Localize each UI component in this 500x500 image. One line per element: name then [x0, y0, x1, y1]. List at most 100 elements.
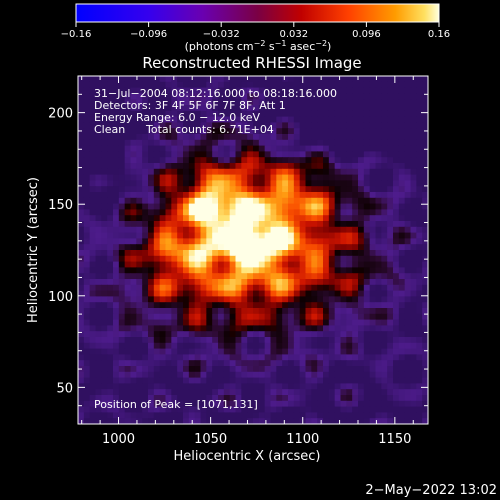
heatmap-cell [153, 400, 161, 408]
heatmap-cell [148, 290, 155, 297]
heatmap-cell [89, 377, 97, 384]
heatmap-cell [398, 203, 406, 210]
heatmap-cell [264, 400, 272, 408]
heatmap-cell [95, 76, 102, 83]
heatmap-cell [177, 221, 184, 228]
heatmap-cell [101, 192, 108, 199]
heatmap-cell [288, 105, 295, 112]
heatmap-cell [340, 128, 347, 135]
heatmap-cell [276, 412, 283, 419]
heatmap-cell [410, 151, 417, 158]
heatmap-cell [188, 325, 196, 332]
heatmap-cell [183, 412, 190, 419]
heatmap-cell [177, 244, 184, 251]
heatmap-cell [282, 377, 289, 384]
heatmap-cell [416, 331, 423, 338]
heatmap-cell [299, 197, 307, 205]
heatmap-cell [381, 371, 388, 379]
heatmap-cell [264, 308, 272, 315]
heatmap-cell [305, 366, 312, 373]
heatmap-cell [305, 134, 312, 141]
heatmap-cell [118, 308, 126, 315]
heatmap-cell [416, 81, 423, 89]
heatmap-cell [311, 383, 318, 390]
heatmap-cell [124, 296, 132, 303]
heatmap-cell [422, 371, 428, 379]
heatmap-cell [393, 87, 400, 94]
heatmap-cell [253, 366, 260, 373]
heatmap-cell [404, 186, 412, 193]
heatmap-cell [78, 261, 85, 268]
heatmap-cell [328, 244, 336, 251]
heatmap-cell [311, 412, 318, 419]
heatmap-cell [276, 180, 283, 187]
heatmap-cell [398, 342, 406, 350]
heatmap-cell [293, 209, 301, 216]
heatmap-cell [375, 354, 382, 361]
heatmap-cell [148, 81, 155, 89]
heatmap-cell [183, 244, 190, 251]
heatmap-cell [328, 302, 336, 309]
heatmap-cell [334, 186, 342, 193]
heatmap-cell [78, 383, 85, 390]
heatmap-cell [358, 366, 365, 373]
heatmap-cell [258, 139, 266, 147]
heatmap-cell [118, 139, 126, 147]
heatmap-cell [416, 174, 423, 181]
heatmap-cell [276, 203, 283, 210]
heatmap-cell [328, 267, 336, 274]
heatmap-cell [153, 105, 161, 112]
heatmap-cell [393, 290, 400, 297]
heatmap-cell [346, 412, 353, 419]
heatmap-cell [212, 221, 219, 228]
heatmap-cell [223, 209, 231, 216]
heatmap-cell [235, 354, 242, 361]
heatmap-cell [188, 302, 196, 309]
heatmap-cell [264, 337, 272, 344]
heatmap-cell [282, 296, 289, 303]
heatmap-cell [253, 406, 260, 413]
heatmap-cell [212, 308, 219, 315]
heatmap-cell [311, 302, 318, 309]
heatmap-cell [183, 342, 190, 350]
heatmap-cell [247, 377, 254, 384]
heatmap-cell [142, 342, 149, 350]
heatmap-cell [305, 244, 312, 251]
heatmap-cell [410, 296, 417, 303]
heatmap-cell [148, 250, 155, 257]
heatmap-cell [258, 284, 266, 292]
heatmap-cell [276, 290, 283, 297]
heatmap-cell [165, 215, 172, 222]
heatmap-cell [218, 348, 225, 355]
heatmap-cell [200, 232, 207, 239]
heatmap-cell [282, 395, 289, 402]
heatmap-cell [130, 354, 137, 361]
heatmap-cell [124, 313, 132, 321]
heatmap-cell [78, 354, 85, 361]
heatmap-cell [293, 290, 301, 297]
heatmap-cell [101, 284, 108, 292]
heatmap-cell [89, 99, 97, 106]
heatmap-cell [358, 348, 365, 355]
heatmap-cell [340, 192, 347, 199]
heatmap-cell [422, 99, 428, 106]
heatmap-cell [113, 418, 120, 424]
heatmap-cell [124, 76, 132, 83]
heatmap-cell [136, 366, 143, 373]
heatmap-cell [113, 325, 120, 332]
heatmap-cell [241, 226, 248, 234]
heatmap-cell [165, 203, 172, 210]
heatmap-cell [323, 105, 330, 112]
heatmap-cell [165, 395, 172, 402]
heatmap-cell [317, 279, 324, 286]
heatmap-cell [107, 290, 114, 297]
heatmap-cell [83, 273, 91, 280]
heatmap-cell [276, 134, 283, 141]
heatmap-cell [404, 174, 412, 181]
heatmap-cell [218, 116, 225, 123]
heatmap-cell [159, 116, 167, 123]
heatmap-cell [78, 232, 85, 239]
heatmap-cell [177, 319, 184, 326]
heatmap-cell [130, 215, 137, 222]
heatmap-cell [78, 371, 85, 379]
